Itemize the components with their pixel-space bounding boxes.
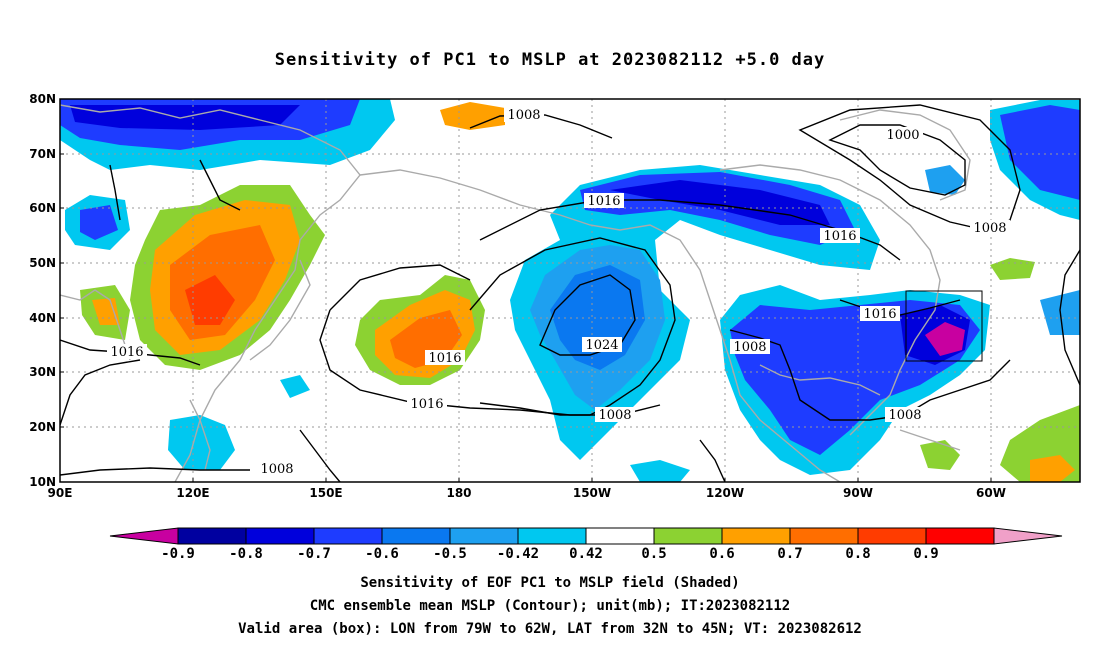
- colorbar-swatch: [585, 527, 655, 545]
- isobar-label-bg: [595, 407, 635, 422]
- lon-label: 60W: [976, 486, 1006, 500]
- isobar-label-bg: [582, 337, 622, 352]
- colorbar-arrow-right: [993, 527, 1063, 545]
- isobar-label-bg: [425, 350, 465, 365]
- lat-label: 20N: [29, 420, 56, 434]
- colorbar-tick-label: 0.42: [569, 546, 603, 562]
- isobar-label: 1008: [733, 340, 766, 355]
- isobar-label-bg: [504, 107, 544, 122]
- map-area: [60, 99, 1080, 482]
- caption-line-2: CMC ensemble mean MSLP (Contour); unit(m…: [309, 598, 791, 614]
- lon-label: 90E: [48, 486, 73, 500]
- colorbar-tick-label: -0.6: [365, 546, 399, 562]
- isobar-label: 1008: [260, 462, 293, 477]
- colorbar-swatch: [177, 527, 247, 545]
- isobar-label-bg: [257, 461, 297, 476]
- isobar-label-bg: [970, 220, 1010, 235]
- shade-strong-negative-box: [925, 322, 965, 356]
- longitude-labels: 90E 120E 150E 180 150W 120W 90W 60W: [48, 478, 1006, 500]
- lat-label: 40N: [29, 311, 56, 325]
- colorbar-swatch: [789, 527, 859, 545]
- colorbar-tick-label: -0.5: [433, 546, 467, 562]
- lon-label: 180: [446, 486, 471, 500]
- contour-1000: [828, 124, 966, 196]
- isobar-label: 1008: [888, 408, 921, 423]
- lat-label: 60N: [29, 201, 56, 215]
- isobar-labels: 1008 1000 1016 1008 1016 1024 1008 1016 1016 1016…: [107, 107, 1010, 477]
- map-frame: [59, 98, 1081, 483]
- lat-label: 30N: [29, 365, 56, 379]
- isobar-label: 1024: [585, 338, 618, 353]
- lon-label: 120W: [706, 486, 744, 500]
- colorbar-tick-label: -0.9: [161, 546, 195, 562]
- colorbar-tick-label: 0.9: [913, 546, 938, 562]
- lat-label: 70N: [29, 147, 56, 161]
- isobar-label: 1016: [587, 194, 620, 209]
- isobar-label-bg: [860, 306, 900, 321]
- isobar-label: 1016: [110, 345, 143, 360]
- isobar-label-bg: [107, 344, 147, 359]
- figure-title: Sensitivity of PC1 to MSLP at 2023082112…: [274, 50, 826, 70]
- isobar-label: 1016: [823, 229, 856, 244]
- latitude-labels: 80N 70N 60N 50N 40N 30N 20N 10N: [29, 92, 64, 489]
- isobar-label: 1008: [973, 221, 1006, 236]
- isobar-label: 1016: [410, 397, 443, 412]
- contour-1024: [539, 274, 636, 356]
- isobar-label: 1016: [428, 351, 461, 366]
- colorbar-tick-label: 0.8: [845, 546, 870, 562]
- contour-1008-arctic: [469, 114, 613, 139]
- contour-1016-north: [479, 199, 901, 261]
- isobar-label: 1016: [863, 307, 896, 322]
- caption-line-3: Valid area (box): LON from 79W to 62W, L…: [238, 621, 862, 637]
- isobar-label-bg: [407, 396, 447, 411]
- isobar-label-bg: [885, 407, 925, 422]
- isobar-label-bg: [584, 193, 624, 208]
- colorbar-tick-label: -0.42: [497, 546, 539, 562]
- contour-1008-na: [729, 329, 1011, 421]
- colorbar-swatch: [721, 527, 791, 545]
- colorbar-tick-label: 0.5: [641, 546, 666, 562]
- isobar-label-bg: [730, 339, 770, 354]
- colorbar-swatch: [313, 527, 383, 545]
- isobar-label: 1008: [598, 408, 631, 423]
- contour-1016-west: [329, 264, 471, 311]
- colorbar-swatch: [857, 527, 927, 545]
- isobar-label: 1008: [507, 108, 540, 123]
- coastlines: [60, 104, 971, 482]
- isobar-label: 1000: [886, 128, 919, 143]
- lon-label: 150E: [309, 486, 342, 500]
- colorbar-arrow-left: [109, 527, 179, 545]
- lat-label: 50N: [29, 256, 56, 270]
- colorbar-tick-label: -0.7: [297, 546, 331, 562]
- colorbar: -0.9 -0.8 -0.7 -0.6 -0.5 -0.42 0.42 0.5 0.6 0.7 0.…: [109, 527, 1063, 562]
- colorbar-swatch: [653, 527, 723, 545]
- colorbar-tick-label: 0.7: [777, 546, 802, 562]
- colorbar-tick-label: -0.8: [229, 546, 263, 562]
- colorbar-tick-label: 0.6: [709, 546, 734, 562]
- isobar-label-bg: [883, 127, 923, 142]
- lat-label: 80N: [29, 92, 56, 106]
- isobar-label-bg: [820, 228, 860, 243]
- colorbar-swatch: [925, 527, 995, 545]
- colorbar-swatch: [245, 527, 315, 545]
- colorbar-swatch: [381, 527, 451, 545]
- lon-label: 150W: [573, 486, 611, 500]
- valid-area-box: [905, 290, 983, 362]
- lon-label: 120E: [176, 486, 209, 500]
- colorbar-swatch: [517, 527, 587, 545]
- lon-label: 90W: [843, 486, 873, 500]
- lat-label: 10N: [29, 475, 56, 489]
- colorbar-swatch: [449, 527, 519, 545]
- caption-line-1: Sensitivity of EOF PC1 to MSLP field (Sh…: [360, 575, 740, 591]
